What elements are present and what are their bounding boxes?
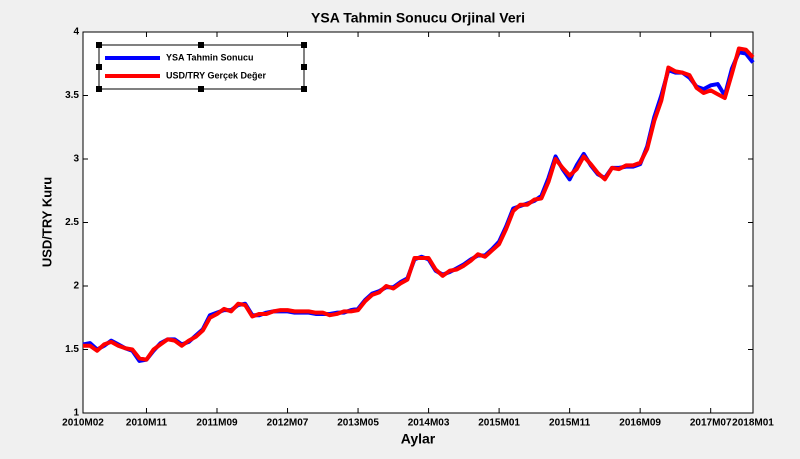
x-tick-label: 2016M09 (619, 418, 661, 429)
x-tick-label: 2013M05 (337, 418, 379, 429)
y-tick-label: 3.5 (65, 90, 79, 101)
y-tick-label: 4 (73, 27, 79, 38)
x-tick-label: 2018M01 (732, 418, 774, 429)
legend-label: YSA Tahmin Sonucu (166, 52, 254, 62)
y-tick-label: 1.5 (65, 344, 79, 355)
x-axis-label: Aylar (401, 431, 436, 447)
y-axis-label: USD/TRY Kuru (39, 177, 54, 267)
x-tick-label: 2012M07 (267, 418, 309, 429)
y-tick-label: 2 (73, 281, 79, 292)
legend-handles (96, 42, 307, 92)
x-tick-label: 2015M11 (549, 418, 591, 429)
series-line (83, 46, 755, 362)
x-tick-label: 2010M11 (126, 418, 168, 429)
x-tick-label: 2014M03 (408, 418, 450, 429)
y-tick-label: 1 (73, 408, 79, 419)
plot-area (82, 31, 754, 414)
y-tick-label: 2.5 (65, 217, 79, 228)
x-tick-label: 2011M09 (196, 418, 238, 429)
y-tick-label: 3 (73, 154, 79, 165)
chart-title: YSA Tahmin Sonucu Orjinal Veri (311, 10, 525, 26)
x-tick-label: 2017M07 (690, 418, 732, 429)
x-tick-label: 2015M01 (478, 418, 520, 429)
x-tick-label: 2010M02 (62, 418, 104, 429)
legend-label: USD/TRY Gerçek Değer (166, 70, 267, 80)
